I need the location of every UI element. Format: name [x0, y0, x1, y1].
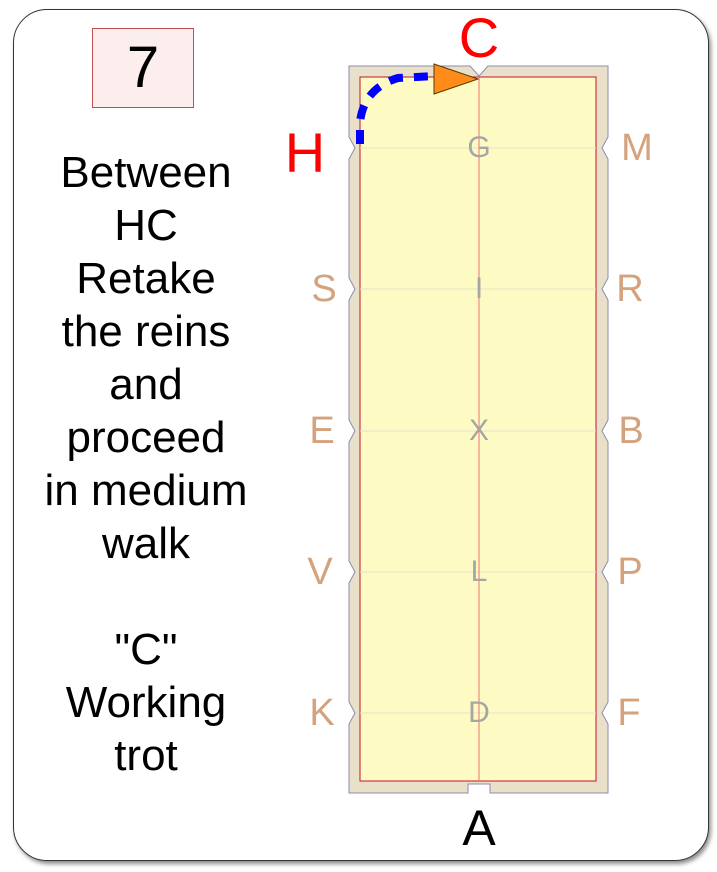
- letter-l: L: [470, 555, 488, 588]
- letter-v: V: [307, 551, 333, 593]
- letter-m: M: [621, 127, 653, 169]
- instruction-line: "C": [114, 625, 178, 674]
- letter-p: P: [617, 551, 643, 593]
- letter-k: K: [309, 692, 335, 734]
- movement-path: [356, 72, 437, 144]
- instruction-line: proceed: [66, 413, 226, 462]
- marker-lines: [360, 147, 596, 714]
- instruction-line: in medium: [44, 466, 248, 515]
- instruction-line: Between: [60, 148, 232, 197]
- instruction-line: HC: [114, 201, 178, 250]
- letter-c: C: [458, 6, 500, 69]
- letter-d: D: [468, 696, 490, 729]
- letter-h: H: [284, 121, 326, 184]
- instruction-line: walk: [101, 519, 191, 568]
- arena-surface: [359, 76, 597, 782]
- letter-s: S: [311, 268, 337, 310]
- letter-x: X: [468, 414, 490, 447]
- letter-g: G: [467, 131, 491, 164]
- movement-number: 7: [126, 35, 160, 100]
- letter-i: I: [474, 272, 484, 305]
- letter-r: R: [616, 268, 644, 310]
- letter-a: A: [462, 800, 496, 856]
- instruction-line: Retake: [76, 254, 216, 303]
- instruction-line: Working: [65, 678, 227, 727]
- direction-arrow: [433, 63, 480, 95]
- movement-number-box: 7: [92, 28, 194, 108]
- instruction-line: trot: [114, 731, 178, 780]
- letter-e: E: [309, 410, 335, 452]
- letter-f: F: [617, 692, 641, 734]
- letter-b: B: [618, 410, 644, 452]
- instruction-line: the reins: [61, 307, 231, 356]
- instruction-line: and: [109, 360, 183, 409]
